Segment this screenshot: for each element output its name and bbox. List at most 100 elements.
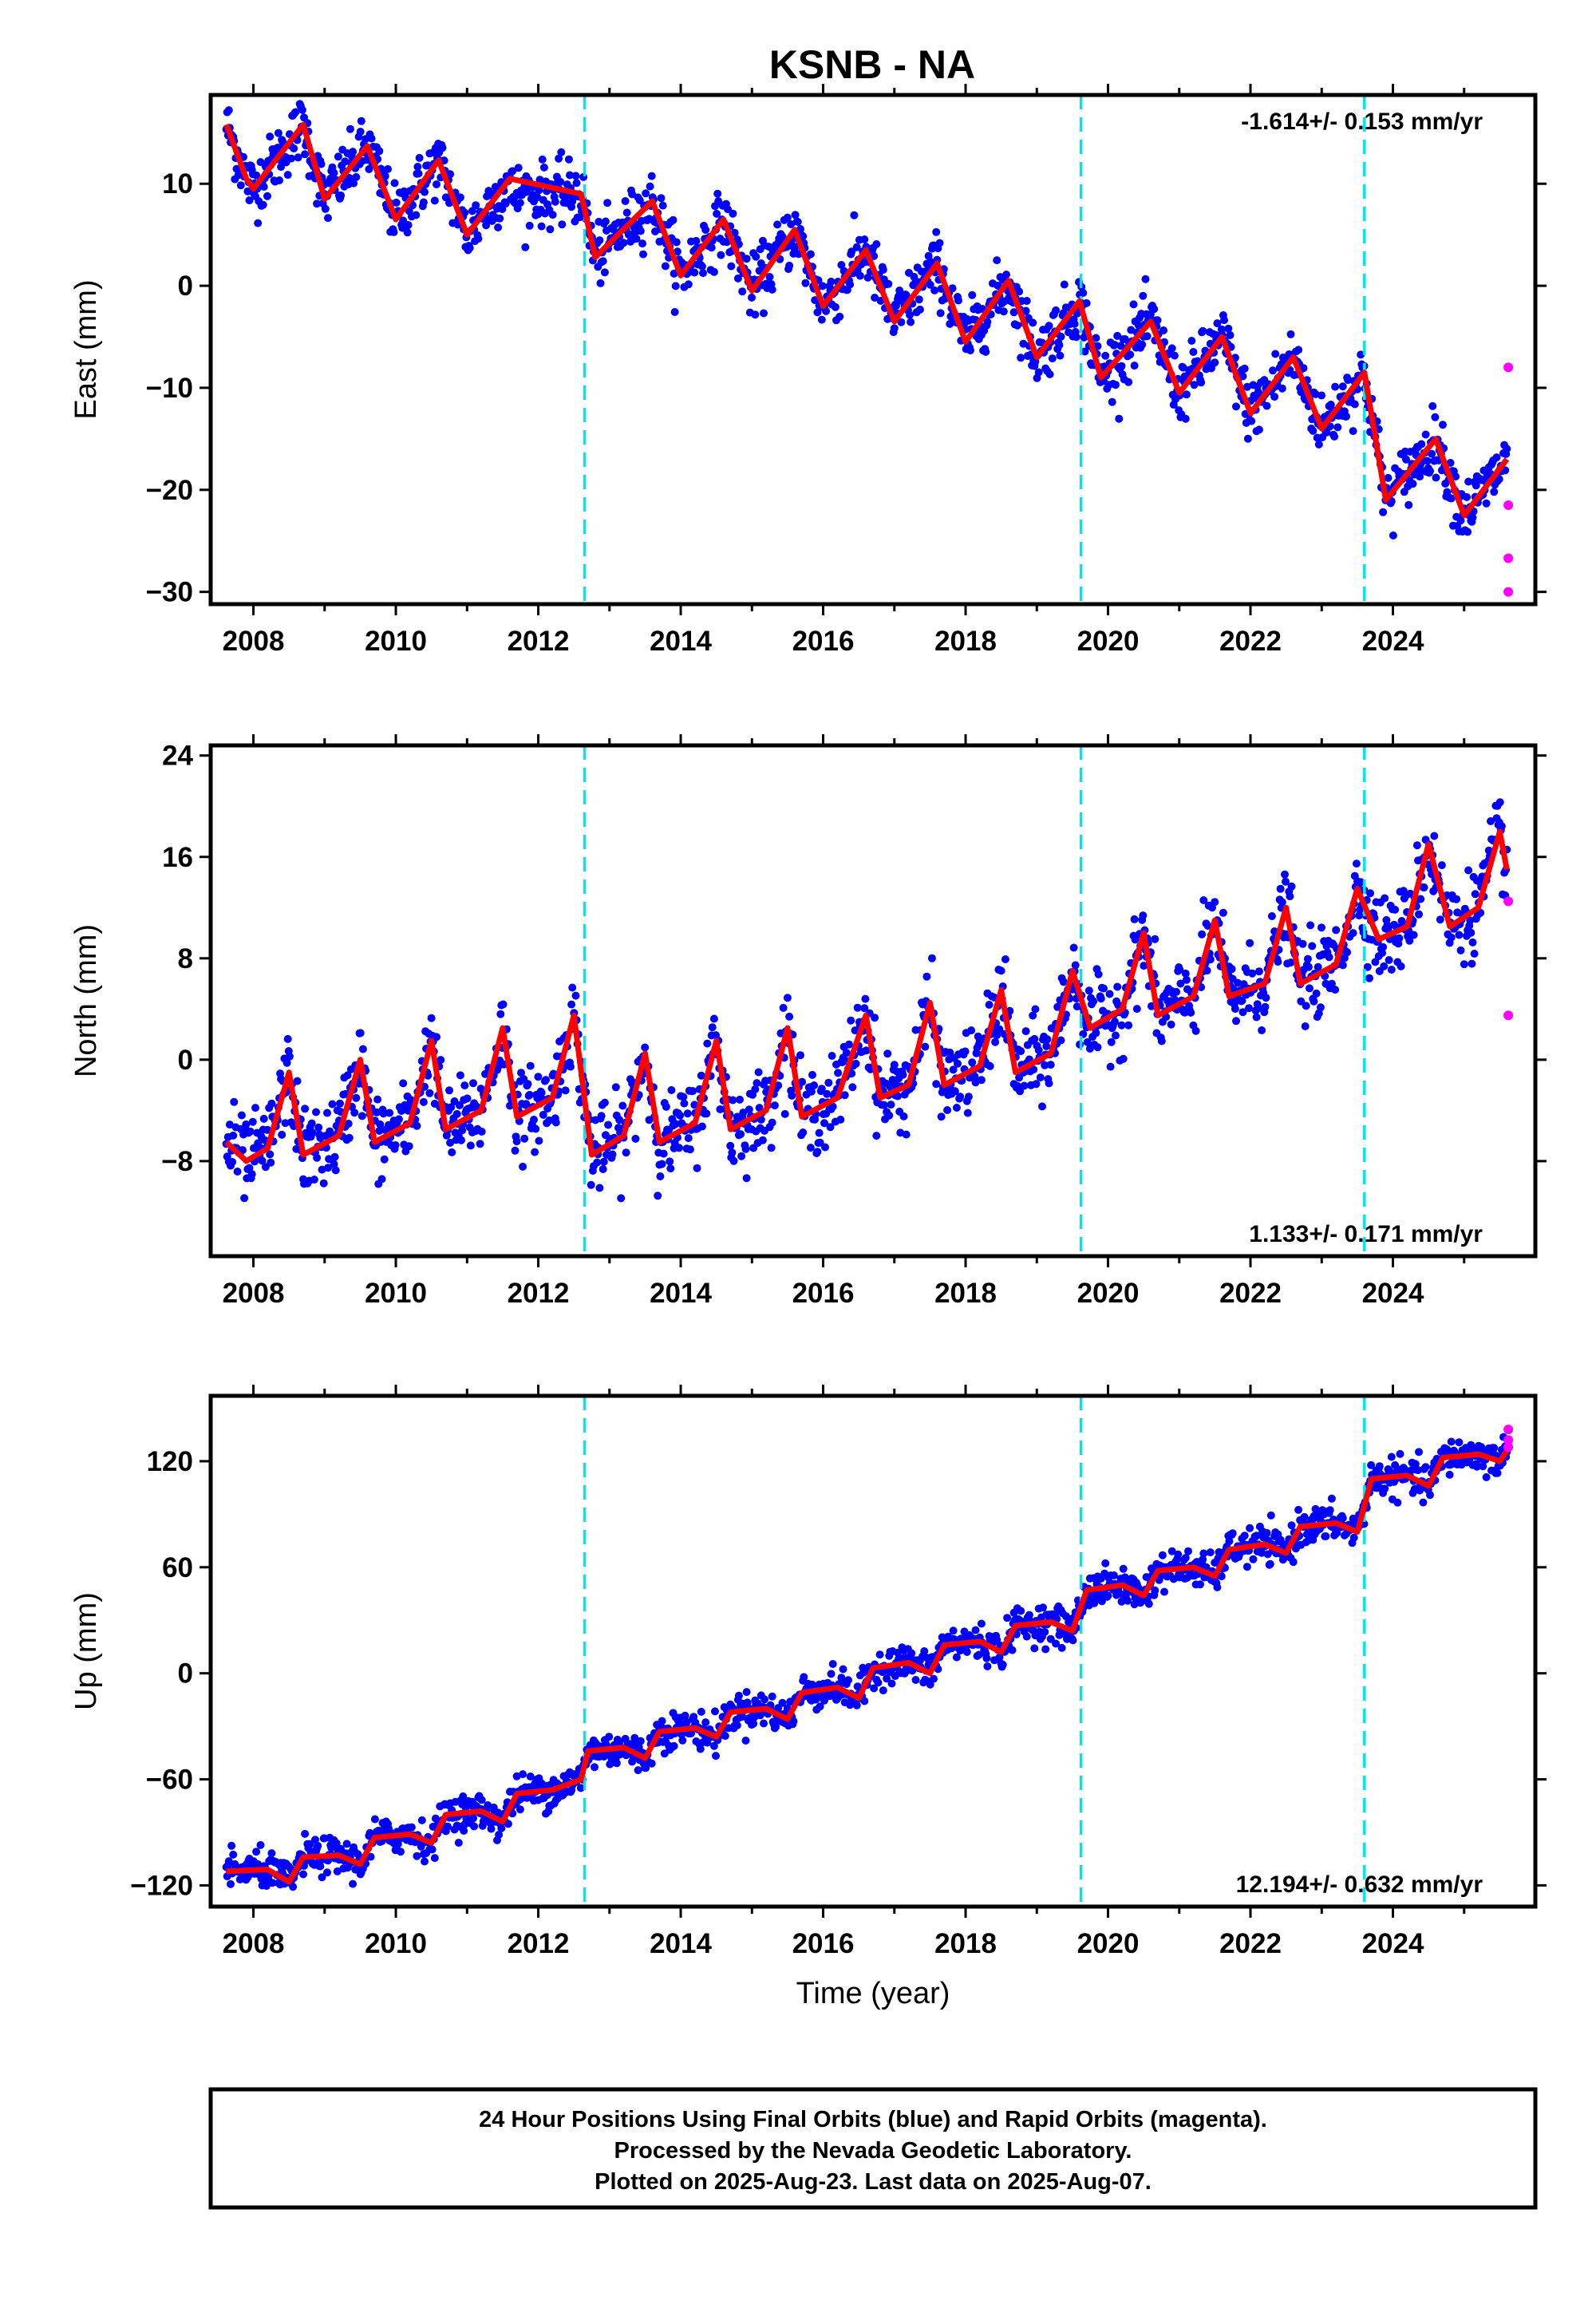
final-orbit-point [358,1045,367,1053]
final-orbit-point [1379,943,1388,951]
final-orbit-point [622,208,631,217]
final-orbit-point [986,1061,994,1070]
final-orbit-point [1246,939,1254,947]
x-tick-label: 2020 [1077,1928,1140,1959]
final-orbit-point [566,171,574,180]
final-orbit-point [268,1879,277,1887]
final-orbit-point [728,1148,737,1157]
final-orbit-point [535,1136,543,1145]
final-orbit-point [414,169,423,178]
final-orbit-point [647,172,656,180]
final-orbit-point [357,117,365,125]
final-orbit-point [899,1112,908,1120]
final-orbit-point [915,305,924,314]
x-tick-label: 2012 [508,626,570,657]
final-orbit-point [233,1168,242,1176]
final-orbit-point [906,310,914,319]
final-orbit-point [1464,528,1472,536]
final-orbit-point [323,1109,331,1117]
y-tick-label: −20 [146,475,193,506]
final-orbit-point [1261,1002,1270,1011]
final-orbit-point [820,1119,828,1128]
final-orbit-point [1396,962,1405,970]
final-orbit-point [642,189,650,198]
final-orbit-point [636,1737,645,1745]
final-orbit-point [437,1056,445,1065]
final-orbit-point [1389,532,1397,539]
final-orbit-point [1468,938,1477,947]
final-orbit-point [855,271,864,280]
final-orbit-point [595,236,604,245]
final-orbit-point [445,1086,453,1095]
final-orbit-point [1301,1022,1310,1030]
chart-title: KSNB - NA [769,42,975,87]
final-orbit-point [576,1784,585,1792]
final-orbit-point [697,1071,705,1080]
final-orbit-point [937,1113,946,1121]
final-orbit-point [1019,339,1028,348]
final-orbit-point [1258,1548,1266,1557]
final-orbit-point [1021,1027,1030,1036]
final-orbit-point [963,1109,972,1117]
final-orbit-point [826,1123,835,1132]
final-orbit-point [454,1839,463,1847]
final-orbit-point [259,200,267,209]
final-orbit-point [1191,1026,1200,1035]
final-orbit-point [572,179,581,188]
final-orbit-point [729,1096,737,1105]
final-orbit-point [631,1134,640,1143]
final-orbit-point [1468,513,1477,522]
x-axis-label: Time (year) [796,1977,950,2010]
final-orbit-point [311,1836,319,1844]
final-orbit-point [1278,384,1286,393]
final-orbit-point [1245,1004,1253,1013]
final-orbit-point [1420,883,1428,891]
final-orbit-point [1170,995,1179,1004]
final-orbit-point [476,1140,484,1148]
final-orbit-point [962,1648,971,1656]
final-orbit-point [661,262,670,271]
final-orbit-point [516,199,524,207]
x-tick-label: 2010 [365,1278,427,1309]
final-orbit-point [993,256,1001,265]
final-orbit-point [1309,426,1317,435]
final-orbit-point [283,171,292,180]
final-orbit-point [370,1815,379,1824]
final-orbit-point [598,257,607,266]
final-orbit-point [333,1867,342,1875]
final-orbit-point [1181,414,1190,423]
final-orbit-point [879,1686,887,1695]
final-orbit-point [229,1850,238,1859]
final-orbit-point [1455,931,1464,939]
final-orbit-point [537,1089,546,1097]
final-orbit-point [1331,986,1340,994]
x-tick-label: 2022 [1219,1928,1282,1959]
final-orbit-point [1419,1498,1428,1507]
final-orbit-point [1232,402,1240,411]
final-orbit-point [545,1116,554,1124]
final-orbit-point [737,1130,745,1139]
final-orbit-point [1391,905,1400,914]
final-orbit-point [236,181,245,190]
final-orbit-point [356,128,365,136]
rapid-orbit-point [1503,553,1514,563]
final-orbit-point [656,1172,665,1180]
final-orbit-point [313,1153,322,1162]
final-orbit-point [995,1653,1004,1662]
final-orbit-point [750,1713,759,1721]
final-orbit-point [915,295,923,304]
final-orbit-point [224,1857,233,1866]
rapid-orbit-point [1503,1425,1514,1435]
final-orbit-point [954,296,962,305]
final-orbit-point [531,1148,539,1156]
final-orbit-point [1349,929,1357,938]
final-orbit-point [456,193,464,202]
final-orbit-point [443,1822,452,1831]
final-orbit-point [548,211,557,219]
final-orbit-point [1203,966,1211,975]
final-orbit-point [754,1068,763,1077]
final-orbit-point [1258,1026,1266,1034]
final-orbit-point [806,250,815,259]
final-orbit-point [430,1854,439,1863]
